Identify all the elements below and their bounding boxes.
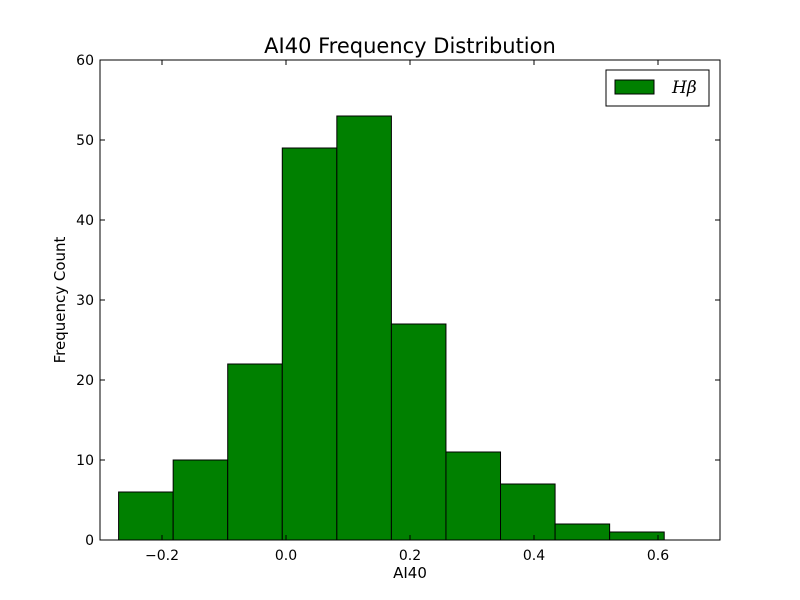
y-tick-label: 10 (76, 453, 94, 469)
y-tick-label: 60 (76, 53, 94, 69)
histogram-bars (118, 115, 665, 541)
histogram-bar (445, 451, 502, 541)
histogram-bar (336, 115, 392, 541)
x-axis-label: AI40 (393, 564, 427, 582)
histogram-bar (554, 523, 611, 541)
x-axis-ticks: −0.2 0.0 0.2 0.4 0.6 (145, 60, 669, 564)
x-tick-label: 0.2 (399, 548, 421, 564)
histogram-bar (390, 323, 447, 541)
y-axis-ticks: 0 10 20 30 40 50 60 (76, 53, 720, 549)
histogram-bar (500, 483, 556, 541)
histogram-bar (281, 147, 338, 541)
legend-label: Hβ (671, 78, 697, 98)
x-tick-label: 0.6 (647, 548, 669, 564)
histogram-bar (118, 491, 174, 541)
y-tick-label: 50 (76, 133, 94, 149)
x-tick-label: −0.2 (145, 548, 179, 564)
histogram-bar (172, 459, 229, 541)
y-tick-label: 40 (76, 213, 94, 229)
legend-swatch (614, 79, 655, 95)
y-tick-label: 30 (76, 293, 94, 309)
x-tick-label: 0.0 (275, 548, 297, 564)
y-tick-label: 20 (76, 373, 94, 389)
legend: Hβ (605, 69, 710, 107)
histogram-bar (609, 531, 665, 541)
chart-title: AI40 Frequency Distribution (264, 34, 556, 58)
y-tick-label: 0 (85, 533, 94, 549)
y-axis-label: Frequency Count (51, 236, 69, 363)
histogram-bar (227, 363, 283, 541)
x-tick-label: 0.4 (523, 548, 545, 564)
